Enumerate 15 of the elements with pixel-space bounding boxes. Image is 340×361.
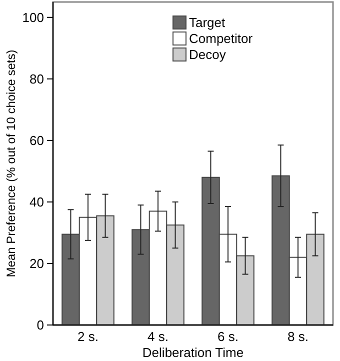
x-tick-label: 2 s. [78,329,98,344]
legend-label: Competitor [189,31,254,46]
y-tick-label: 60 [30,132,44,148]
legend-label: Target [189,15,226,30]
y-tick-label: 0 [36,318,44,333]
y-axis-title: Mean Preference (% out of 10 choice sets) [4,50,18,278]
x-axis-title: Deliberation Time [142,345,244,360]
y-tick-label: 20 [30,256,44,272]
y-tick-label: 80 [30,71,44,86]
x-tick-label: 8 s. [288,329,308,344]
y-tick-label: 100 [22,10,44,25]
x-tick-label: 6 s. [218,329,238,344]
legend-label: Decoy [189,47,226,62]
y-tick-label: 40 [30,194,44,210]
x-tick-label: 4 s. [148,329,168,344]
